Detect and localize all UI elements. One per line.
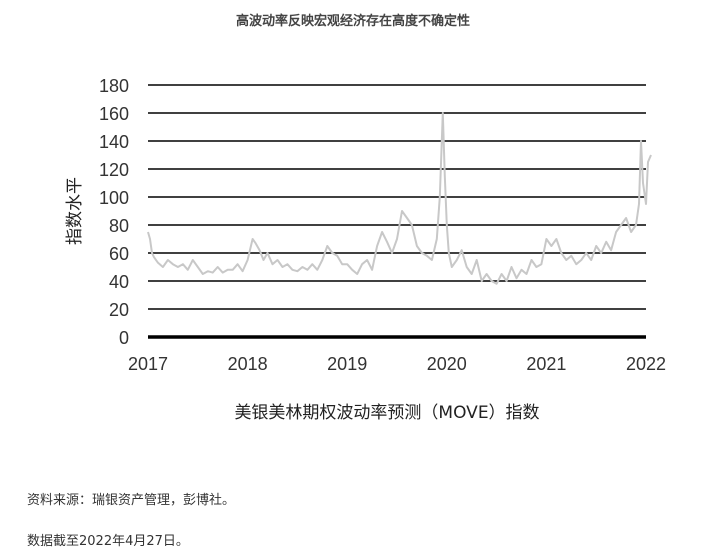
date-note: 数据截至2022年4月27日。: [27, 534, 189, 549]
y-tick-label: 80: [109, 216, 129, 236]
y-axis-label: 指数水平: [65, 177, 85, 245]
chart-title: 高波动率反映宏观经济存在高度不确定性: [235, 14, 470, 29]
x-tick-label: 2021: [526, 354, 566, 374]
move-index-line: [147, 112, 652, 285]
move-index-chart: 0 20 40 60 80 100 120 140 160 180 2017 2018 2019 202…: [65, 76, 666, 423]
gridlines: [148, 84, 646, 339]
x-tick-label: 2022: [626, 354, 666, 374]
y-tick-label: 180: [99, 76, 129, 96]
y-tick-label: 160: [99, 104, 129, 124]
x-tick-labels: 2017 2018 2019 2020 2021 2022: [128, 354, 666, 374]
y-tick-label: 20: [109, 300, 129, 320]
y-tick-label: 0: [119, 328, 129, 348]
y-tick-label: 120: [99, 160, 129, 180]
x-tick-label: 2019: [327, 354, 367, 374]
y-tick-label: 100: [99, 188, 129, 208]
y-tick-label: 60: [109, 244, 129, 264]
y-tick-label: 40: [109, 272, 129, 292]
x-axis-label: 美银美林期权波动率预测（MOVE）指数: [234, 403, 539, 423]
source-note: 资料来源：瑞银资产管理，彭博社。: [27, 493, 236, 508]
y-tick-labels: 0 20 40 60 80 100 120 140 160 180: [99, 76, 129, 348]
x-tick-label: 2018: [228, 354, 268, 374]
x-tick-label: 2020: [427, 354, 467, 374]
y-tick-label: 140: [99, 132, 129, 152]
x-tick-label: 2017: [128, 354, 168, 374]
series-layer: [147, 112, 652, 285]
